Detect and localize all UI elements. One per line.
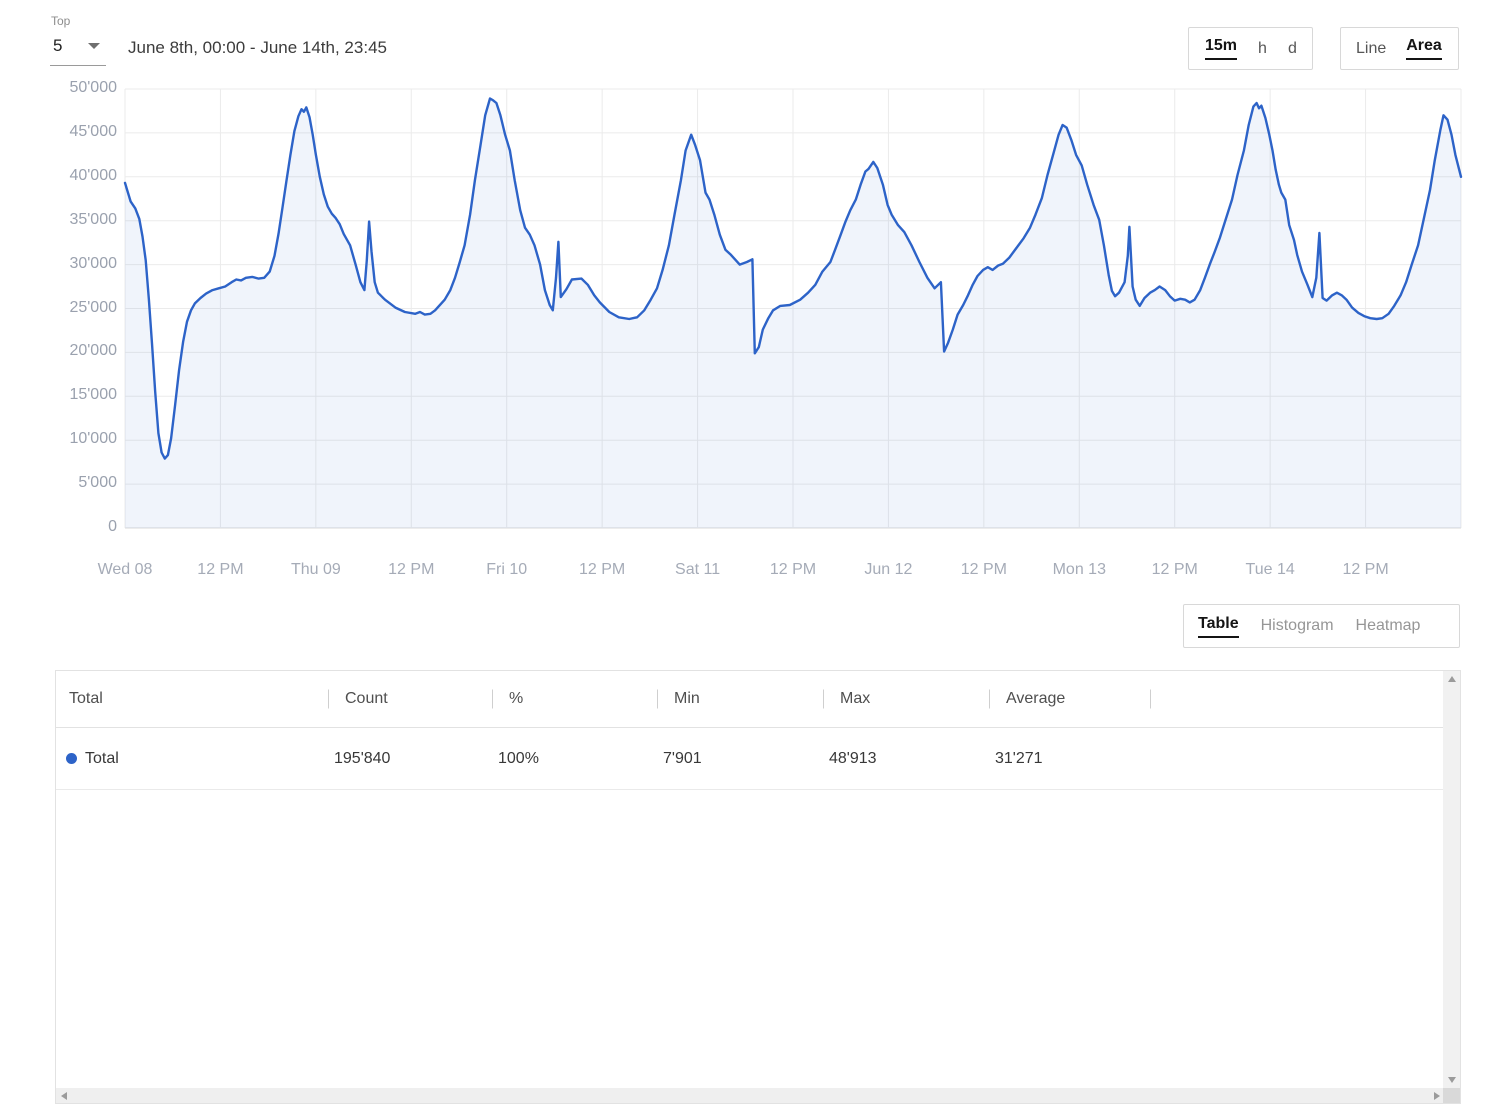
table-header-row: Total Count % Min Max Average	[56, 671, 1445, 728]
horizontal-scrollbar[interactable]	[56, 1088, 1445, 1103]
y-axis-label: 30'000	[69, 254, 117, 272]
y-axis-label: 20'000	[69, 342, 117, 360]
top-n-value: 5	[53, 36, 63, 55]
tab-histogram[interactable]: Histogram	[1260, 617, 1334, 634]
chart-canvas	[123, 88, 1463, 529]
x-axis-label: 12 PM	[769, 561, 817, 578]
min-cell: 7'901	[663, 749, 702, 767]
granularity-toggle: 15m h d	[1188, 27, 1313, 70]
x-axis-label: Wed 08	[97, 561, 153, 578]
granularity-15m[interactable]: 15m	[1205, 37, 1238, 60]
scroll-left-icon[interactable]	[61, 1091, 67, 1100]
top-n-select[interactable]: 5	[50, 36, 106, 66]
x-axis-label: Jun 12	[864, 561, 913, 578]
x-axis-label: 12 PM	[197, 561, 244, 578]
y-axis-label: 15'000	[69, 386, 117, 404]
x-axis-label: 12 PM	[1342, 561, 1389, 578]
series-dot-icon	[66, 753, 77, 764]
chevron-down-icon	[88, 43, 100, 49]
chart-type-line[interactable]: Line	[1356, 39, 1387, 57]
date-range: June 8th, 00:00 - June 14th, 23:45	[128, 38, 387, 57]
column-header-min[interactable]: Min	[657, 671, 823, 727]
tab-table[interactable]: Table	[1198, 615, 1239, 638]
empty-cell	[1150, 728, 1445, 789]
y-axis-label: 45'000	[69, 122, 117, 140]
column-header-spacer	[1150, 671, 1445, 727]
granularity-day[interactable]: d	[1287, 39, 1297, 57]
series-name: Total	[85, 749, 119, 767]
scrollbar-corner	[1443, 1088, 1460, 1103]
column-header-total[interactable]: Total	[69, 690, 103, 707]
chart-line	[123, 97, 1463, 460]
top-n-label: Top	[51, 14, 71, 28]
scroll-down-icon[interactable]	[1447, 1077, 1456, 1083]
y-axis-label: 0	[108, 518, 117, 535]
y-axis-label: 40'000	[69, 166, 117, 184]
x-axis-label: 12 PM	[1151, 561, 1198, 578]
x-axis-label: Sat 11	[675, 561, 721, 578]
granularity-hour[interactable]: h	[1258, 39, 1267, 57]
x-axis-label: 12 PM	[388, 561, 435, 578]
column-header-max[interactable]: Max	[823, 671, 989, 727]
table-row[interactable]: Total 195'840 100% 7'901 48'913 31'271	[56, 728, 1445, 790]
series-name-cell: Total	[56, 728, 328, 789]
x-axis-label: Fri 10	[486, 561, 528, 578]
y-axis-labels: 0 5'000 10'000 15'000 20'000 25'000 30'000 35'0…	[0, 0, 117, 600]
vertical-scrollbar[interactable]	[1443, 671, 1460, 1088]
scroll-right-icon[interactable]	[1434, 1091, 1440, 1100]
time-series-chart[interactable]	[123, 88, 1463, 529]
x-axis-label: Thu 09	[290, 561, 341, 578]
y-axis-label: 50'000	[69, 79, 117, 96]
summary-table: Total Count % Min Max Average Total 195'…	[55, 670, 1461, 1104]
scroll-up-icon[interactable]	[1447, 676, 1456, 682]
y-axis-label: 35'000	[69, 210, 117, 228]
chart-area-fill	[125, 98, 1461, 528]
x-axis-label: Mon 13	[1052, 561, 1106, 578]
x-axis-label: 12 PM	[960, 561, 1007, 578]
average-cell: 31'271	[995, 749, 1043, 767]
percent-cell: 100%	[498, 749, 539, 767]
chart-type-area[interactable]: Area	[1406, 37, 1442, 60]
view-tabs: Table Histogram Heatmap	[1183, 604, 1460, 648]
x-axis-label: Tue 14	[1245, 561, 1295, 578]
column-header-percent[interactable]: %	[492, 671, 657, 727]
tab-heatmap[interactable]: Heatmap	[1355, 617, 1421, 634]
count-cell: 195'840	[334, 749, 391, 767]
column-header-count[interactable]: Count	[328, 671, 492, 727]
max-cell: 48'913	[829, 749, 877, 767]
y-axis-label: 25'000	[69, 298, 117, 316]
chart-type-toggle: Line Area	[1340, 27, 1459, 70]
y-axis-label: 5'000	[78, 474, 117, 492]
x-axis-label: 12 PM	[579, 561, 626, 578]
column-header-average[interactable]: Average	[989, 671, 1150, 727]
y-axis-label: 10'000	[69, 430, 117, 448]
